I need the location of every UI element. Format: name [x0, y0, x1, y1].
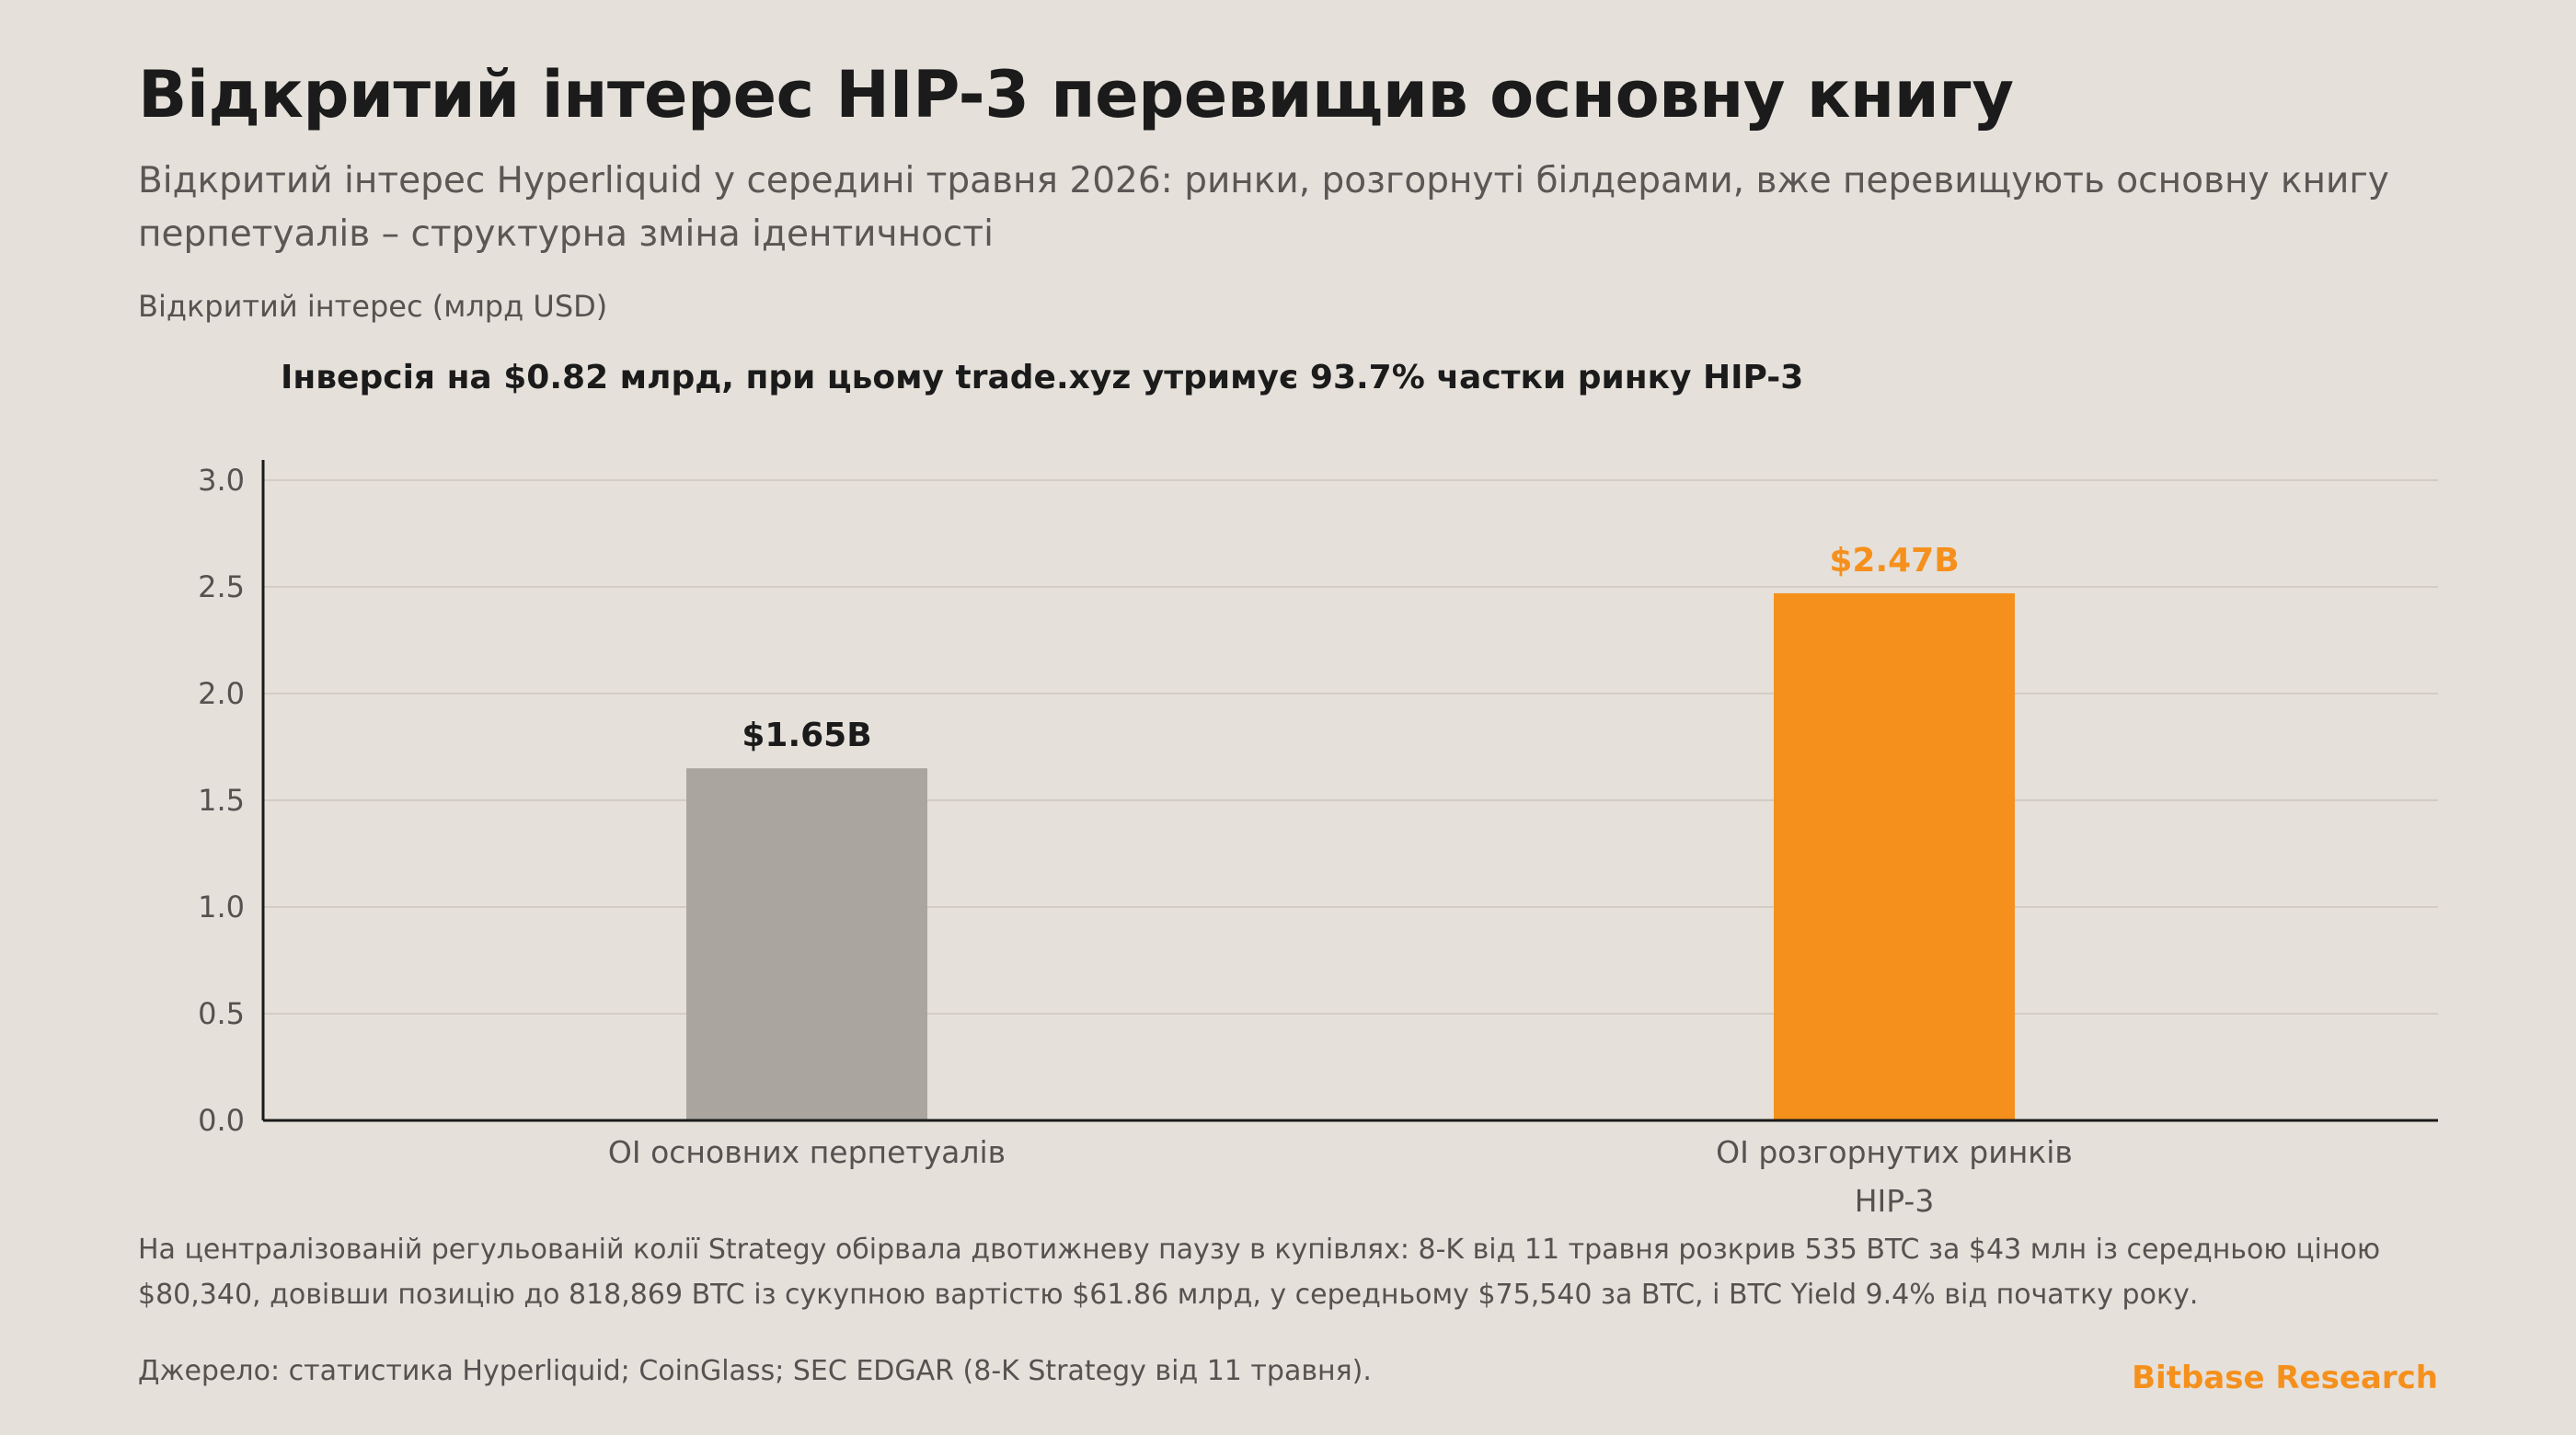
bar-chart: 0.0 0.5 1.0 1.5 2.0 2.5 3.0 $1.65B OI основних п…: [198, 460, 2438, 1214]
x-tick-label: OI основних перпетуалів: [608, 1134, 1006, 1170]
source-note: Джерело: статистика Hyperliquid; CoinGla…: [138, 1355, 1372, 1387]
y-tick-label: 1.5: [198, 783, 245, 818]
y-tick-label: 2.5: [198, 569, 245, 604]
bar-value-label: $2.47B: [1829, 542, 1959, 580]
y-tick-label: 1.0: [198, 890, 245, 924]
chart-subtitle: Відкритий інтерес Hyperliquid у середині…: [138, 160, 2389, 255]
footnote: На централізованій регульованій колії St…: [138, 1234, 2381, 1311]
bar: [686, 768, 927, 1120]
y-tick-label: 3.0: [198, 463, 245, 498]
y-tick-label: 2.0: [198, 676, 245, 711]
y-tick-label: 0.5: [198, 996, 245, 1031]
chart-annotation: Інверсія на $0.82 млрд, при цьому trade.…: [281, 359, 1804, 396]
y-axis-label: Відкритий інтерес (млрд USD): [138, 289, 608, 324]
bar: [1774, 592, 2015, 1120]
chart-title: Відкритий інтерес HIP-3 перевищив основн…: [138, 57, 2014, 132]
bar-value-label: $1.65B: [742, 717, 871, 754]
x-tick-label: OI розгорнутих ринків: [1716, 1134, 2073, 1170]
y-tick-label: 0.0: [198, 1103, 245, 1138]
x-tick-label: HIP-3: [1855, 1183, 1935, 1214]
brand-logo-text: Bitbase Research: [2132, 1360, 2438, 1396]
